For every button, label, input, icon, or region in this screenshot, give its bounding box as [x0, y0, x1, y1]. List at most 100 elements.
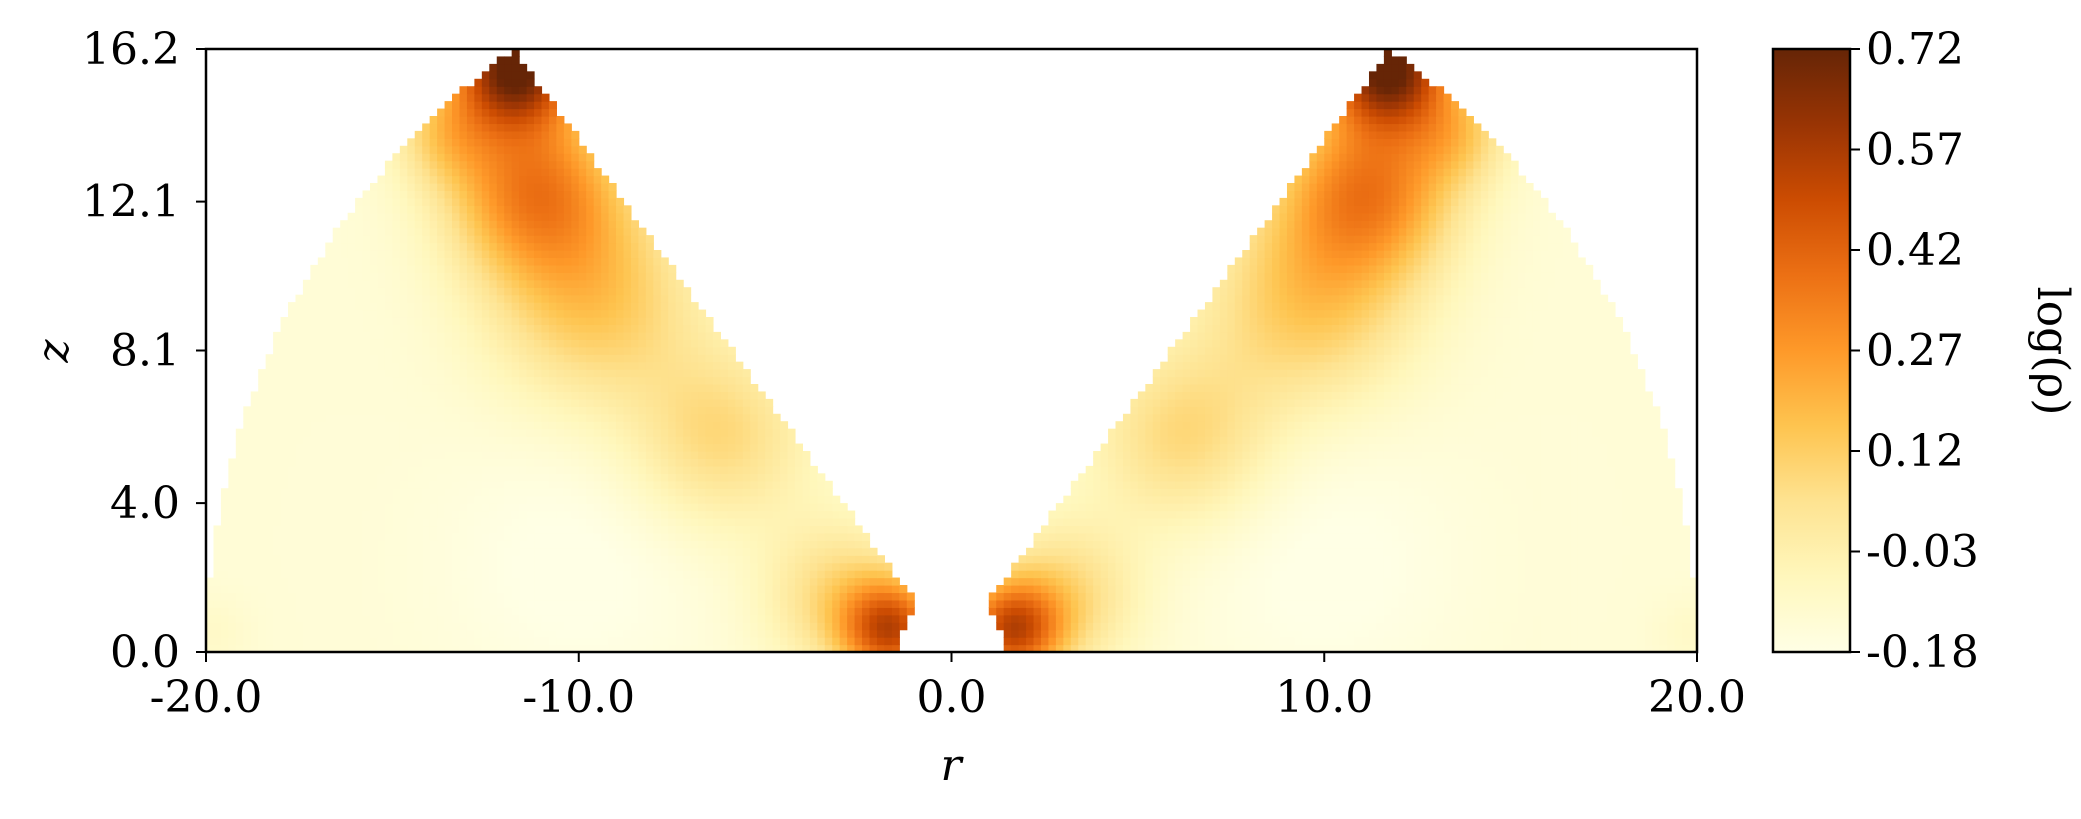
- heatmap-cell: [862, 637, 871, 646]
- heatmap-cell: [1398, 629, 1407, 638]
- heatmap-cell: [683, 480, 692, 489]
- heatmap-cell: [1667, 577, 1676, 586]
- heatmap-cell: [1309, 525, 1318, 534]
- heatmap-cell: [1227, 503, 1236, 512]
- heatmap-cell: [1137, 585, 1146, 594]
- heatmap-cell: [1279, 465, 1288, 474]
- heatmap-cell: [1443, 637, 1452, 646]
- heatmap-cell: [1234, 480, 1243, 489]
- heatmap-cell: [1190, 577, 1199, 586]
- heatmap-cell: [1532, 585, 1542, 594]
- heatmap-cell: [235, 465, 244, 474]
- heatmap-cell: [1219, 585, 1228, 594]
- heatmap-cell: [608, 525, 617, 534]
- heatmap-cell: [1600, 473, 1609, 482]
- heatmap-cell: [1450, 503, 1460, 512]
- heatmap-cell: [295, 637, 304, 646]
- heatmap-cell: [1316, 473, 1325, 482]
- heatmap-cell: [496, 622, 505, 631]
- heatmap-cell: [1331, 614, 1340, 623]
- heatmap-cell: [437, 473, 446, 482]
- heatmap-cell: [452, 495, 461, 504]
- heatmap-cell: [1413, 451, 1422, 460]
- heatmap-cell: [1033, 570, 1042, 579]
- heatmap-cell: [1257, 443, 1266, 452]
- heatmap-cell: [891, 585, 900, 594]
- heatmap-cell: [720, 644, 729, 652]
- heatmap-cell: [1525, 629, 1534, 638]
- heatmap-cell: [295, 503, 304, 512]
- heatmap-cell: [377, 436, 386, 445]
- heatmap-cell: [563, 637, 572, 646]
- heatmap-cell: [548, 644, 557, 652]
- heatmap-cell: [370, 518, 379, 527]
- heatmap-cell: [1615, 614, 1624, 623]
- heatmap-cell: [325, 473, 334, 482]
- heatmap-cell: [563, 473, 572, 482]
- heatmap-cell: [384, 465, 393, 474]
- heatmap-cell: [1040, 540, 1050, 549]
- heatmap-cell: [1331, 592, 1340, 601]
- heatmap-cell: [556, 525, 565, 534]
- heatmap-cell: [1093, 599, 1102, 608]
- heatmap-cell: [243, 622, 252, 631]
- heatmap-cell: [370, 629, 379, 638]
- heatmap-cell: [1108, 570, 1117, 579]
- heatmap-cell: [1219, 451, 1228, 460]
- heatmap-cell: [1137, 614, 1146, 623]
- heatmap-cell: [1525, 547, 1534, 556]
- heatmap-cell: [534, 473, 543, 482]
- heatmap-cell: [1637, 570, 1646, 579]
- heatmap-cell: [1257, 607, 1266, 616]
- heatmap-cell: [735, 585, 744, 594]
- heatmap-cell: [1383, 518, 1392, 527]
- heatmap-cell: [1547, 510, 1556, 519]
- heatmap-cell: [1600, 495, 1609, 504]
- heatmap-cell: [578, 555, 587, 564]
- heatmap-cell: [653, 495, 662, 504]
- heatmap-cell: [1286, 599, 1296, 608]
- heatmap-cell: [772, 562, 781, 571]
- heatmap-cell: [1458, 518, 1467, 527]
- heatmap-cell: [1182, 585, 1191, 594]
- heatmap-cell: [429, 473, 438, 482]
- heatmap-cell: [1488, 503, 1497, 512]
- heatmap-cell: [578, 488, 587, 497]
- heatmap-cell: [742, 585, 751, 594]
- heatmap-cell: [750, 547, 759, 556]
- heatmap-cell: [1413, 518, 1422, 527]
- heatmap-cell: [794, 585, 803, 594]
- heatmap-cell: [1689, 622, 1697, 631]
- heatmap-cell: [1026, 599, 1035, 608]
- heatmap-cell: [862, 644, 871, 652]
- heatmap-cell: [437, 644, 446, 652]
- heatmap-cell: [280, 629, 289, 638]
- heatmap-cell: [399, 585, 408, 594]
- heatmap-cell: [772, 614, 781, 623]
- heatmap-cell: [496, 480, 505, 489]
- heatmap-cell: [1615, 510, 1624, 519]
- heatmap-cell: [1309, 532, 1318, 541]
- heatmap-cell: [1122, 510, 1132, 519]
- heatmap-cell: [653, 436, 662, 445]
- heatmap-cell: [1264, 488, 1273, 497]
- heatmap-cell: [526, 607, 535, 616]
- heatmap-cell: [690, 480, 699, 489]
- heatmap-cell: [1659, 473, 1668, 482]
- heatmap-cell: [474, 570, 483, 579]
- heatmap-cell: [1436, 622, 1445, 631]
- heatmap-cell: [802, 644, 811, 652]
- heatmap-cell: [727, 614, 736, 623]
- heatmap-cell: [466, 540, 475, 549]
- heatmap-cell: [1540, 465, 1549, 474]
- heatmap-cell: [757, 570, 766, 579]
- heatmap-cell: [1331, 577, 1340, 586]
- heatmap-cell: [1518, 480, 1527, 489]
- heatmap-cell: [1219, 540, 1228, 549]
- heatmap-cell: [384, 555, 393, 564]
- heatmap-cell: [496, 473, 505, 482]
- heatmap-cell: [1682, 570, 1691, 579]
- heatmap-cell: [1361, 547, 1370, 556]
- heatmap-cell: [437, 480, 446, 489]
- heatmap-cell: [295, 443, 304, 452]
